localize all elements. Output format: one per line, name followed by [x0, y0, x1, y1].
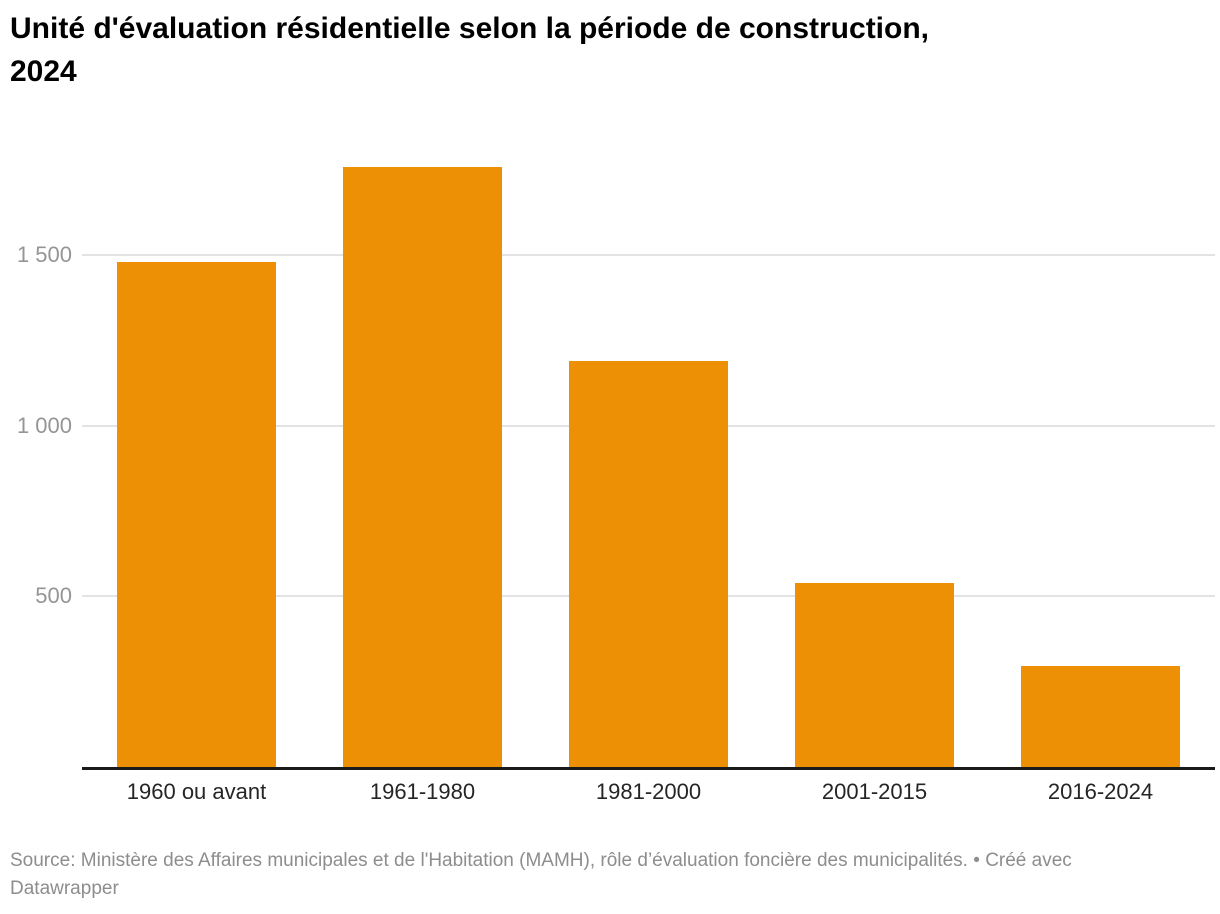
plot-area: 500 1 000 1 500: [17, 153, 1215, 770]
bar-2016-2024[interactable]: [1021, 666, 1180, 767]
datawrapper-credit-link[interactable]: Créé avec Datawrapper: [10, 850, 1072, 899]
source-prefix: Source:: [10, 850, 76, 871]
x-axis-label-1961-1980: 1961-1980: [369, 779, 476, 804]
source-note: Source: Ministère des Affaires municipal…: [10, 847, 1175, 903]
x-axis: 1960 ou avant 1961-1980 1981-2000 2001-2015…: [82, 778, 1215, 810]
y-axis-tick-label-1500: 1 500: [16, 242, 72, 268]
x-axis-label-1981-2000: 1981-2000: [595, 779, 702, 804]
footer-separator: •: [973, 850, 980, 871]
y-axis-tick-label-1000: 1 000: [16, 412, 72, 438]
x-axis-label-2001-2015: 2001-2015: [821, 779, 928, 804]
chart-title: Unité d'évaluation résidentielle selon l…: [10, 12, 929, 88]
bar-1981-2000[interactable]: [569, 361, 728, 767]
bar-2001-2015[interactable]: [795, 583, 954, 767]
bar-1961-1980[interactable]: [343, 167, 502, 767]
gridline-1500: [82, 254, 1215, 257]
x-axis-label-2016-2024: 2016-2024: [1047, 779, 1154, 804]
bar-1960-ou-avant[interactable]: [117, 262, 276, 767]
source-text: Ministère des Affaires municipales et de…: [80, 850, 968, 871]
x-axis-label-1960-ou-avant: 1960 ou avant: [126, 779, 267, 804]
y-axis-tick-label-500: 500: [35, 583, 72, 609]
